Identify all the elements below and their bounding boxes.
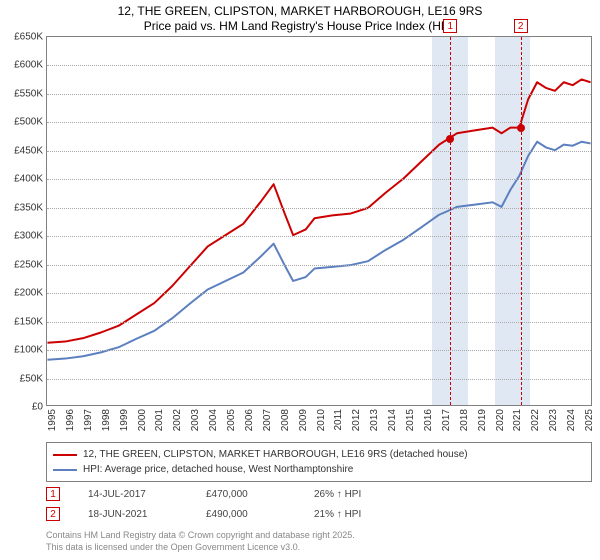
chart-title-line2: Price paid vs. HM Land Registry's House … bbox=[0, 19, 600, 33]
y-tick-label: £650K bbox=[14, 32, 43, 43]
series-line bbox=[47, 79, 590, 342]
x-tick-label: 2005 bbox=[226, 409, 237, 431]
x-tick-label: 2024 bbox=[566, 409, 577, 431]
x-tick-label: 2022 bbox=[530, 409, 541, 431]
gridline-h bbox=[47, 179, 591, 180]
x-tick-label: 1997 bbox=[83, 409, 94, 431]
sale-marker: 2 bbox=[514, 19, 528, 33]
footnote: Contains HM Land Registry data © Crown c… bbox=[46, 530, 355, 553]
x-tick-label: 2025 bbox=[584, 409, 595, 431]
x-tick-label: 2007 bbox=[262, 409, 273, 431]
x-tick-label: 2003 bbox=[190, 409, 201, 431]
series-line bbox=[47, 142, 590, 360]
sale-dot bbox=[517, 124, 525, 132]
x-tick-label: 2011 bbox=[333, 409, 344, 431]
y-tick-label: £400K bbox=[14, 174, 43, 185]
x-tick-label: 2021 bbox=[512, 409, 523, 431]
x-tick-label: 2014 bbox=[387, 409, 398, 431]
x-tick-label: 2023 bbox=[548, 409, 559, 431]
gridline-h bbox=[47, 122, 591, 123]
y-tick-label: £200K bbox=[14, 288, 43, 299]
sale-price: £490,000 bbox=[206, 509, 286, 520]
x-tick-label: 2001 bbox=[154, 409, 165, 431]
x-tick-label: 2019 bbox=[477, 409, 488, 431]
legend-row-property: 12, THE GREEN, CLIPSTON, MARKET HARBOROU… bbox=[53, 447, 585, 462]
gridline-h bbox=[47, 65, 591, 66]
sales-table-row: 2 18-JUN-2021 £490,000 21% ↑ HPI bbox=[46, 504, 361, 524]
sale-price: £470,000 bbox=[206, 489, 286, 500]
y-tick-label: £0 bbox=[32, 402, 43, 413]
legend: 12, THE GREEN, CLIPSTON, MARKET HARBOROU… bbox=[46, 442, 592, 482]
x-tick-label: 2010 bbox=[316, 409, 327, 431]
x-tick-label: 2020 bbox=[495, 409, 506, 431]
legend-swatch-hpi bbox=[53, 469, 77, 471]
sale-date: 18-JUN-2021 bbox=[88, 509, 178, 520]
y-tick-label: £500K bbox=[14, 117, 43, 128]
sales-table: 1 14-JUL-2017 £470,000 26% ↑ HPI 2 18-JUN-202… bbox=[46, 484, 361, 524]
sale-vline bbox=[521, 37, 522, 405]
sale-number-box: 1 bbox=[46, 487, 60, 501]
x-tick-label: 1995 bbox=[47, 409, 58, 431]
x-tick-label: 2018 bbox=[459, 409, 470, 431]
gridline-h bbox=[47, 322, 591, 323]
legend-row-hpi: HPI: Average price, detached house, West… bbox=[53, 462, 585, 477]
gridline-h bbox=[47, 208, 591, 209]
legend-swatch-property bbox=[53, 454, 77, 456]
sales-table-row: 1 14-JUL-2017 £470,000 26% ↑ HPI bbox=[46, 484, 361, 504]
y-tick-label: £100K bbox=[14, 345, 43, 356]
chart-container: 12, THE GREEN, CLIPSTON, MARKET HARBOROU… bbox=[0, 0, 600, 560]
x-tick-label: 2006 bbox=[244, 409, 255, 431]
sale-marker: 1 bbox=[443, 19, 457, 33]
x-tick-label: 2004 bbox=[208, 409, 219, 431]
y-tick-label: £550K bbox=[14, 88, 43, 99]
footnote-line1: Contains HM Land Registry data © Crown c… bbox=[46, 530, 355, 542]
gridline-h bbox=[47, 293, 591, 294]
x-tick-label: 2017 bbox=[441, 409, 452, 431]
sale-vline bbox=[450, 37, 451, 405]
x-tick-label: 2016 bbox=[423, 409, 434, 431]
chart-title-line1: 12, THE GREEN, CLIPSTON, MARKET HARBOROU… bbox=[0, 4, 600, 18]
x-tick-label: 2012 bbox=[351, 409, 362, 431]
x-tick-label: 2002 bbox=[172, 409, 183, 431]
gridline-h bbox=[47, 151, 591, 152]
x-tick-label: 1999 bbox=[119, 409, 130, 431]
x-tick-label: 2009 bbox=[298, 409, 309, 431]
x-tick-label: 2015 bbox=[405, 409, 416, 431]
legend-label-property: 12, THE GREEN, CLIPSTON, MARKET HARBOROU… bbox=[83, 449, 468, 460]
gridline-h bbox=[47, 265, 591, 266]
legend-label-hpi: HPI: Average price, detached house, West… bbox=[83, 464, 353, 475]
x-tick-label: 2013 bbox=[369, 409, 380, 431]
footnote-line2: This data is licensed under the Open Gov… bbox=[46, 542, 355, 554]
y-tick-label: £150K bbox=[14, 316, 43, 327]
sale-date: 14-JUL-2017 bbox=[88, 489, 178, 500]
y-tick-label: £50K bbox=[20, 373, 43, 384]
x-tick-label: 2008 bbox=[280, 409, 291, 431]
sale-number-box: 2 bbox=[46, 507, 60, 521]
y-tick-label: £350K bbox=[14, 202, 43, 213]
gridline-h bbox=[47, 379, 591, 380]
x-tick-label: 1996 bbox=[65, 409, 76, 431]
sale-vs-hpi: 26% ↑ HPI bbox=[314, 489, 361, 500]
y-tick-label: £600K bbox=[14, 60, 43, 71]
gridline-h bbox=[47, 350, 591, 351]
y-tick-label: £250K bbox=[14, 259, 43, 270]
sale-dot bbox=[446, 135, 454, 143]
sale-vs-hpi: 21% ↑ HPI bbox=[314, 509, 361, 520]
gridline-h bbox=[47, 236, 591, 237]
x-tick-label: 2000 bbox=[137, 409, 148, 431]
gridline-h bbox=[47, 94, 591, 95]
y-tick-label: £300K bbox=[14, 231, 43, 242]
plot-area: £0£50K£100K£150K£200K£250K£300K£350K£400… bbox=[46, 36, 592, 406]
x-tick-label: 1998 bbox=[101, 409, 112, 431]
y-tick-label: £450K bbox=[14, 145, 43, 156]
